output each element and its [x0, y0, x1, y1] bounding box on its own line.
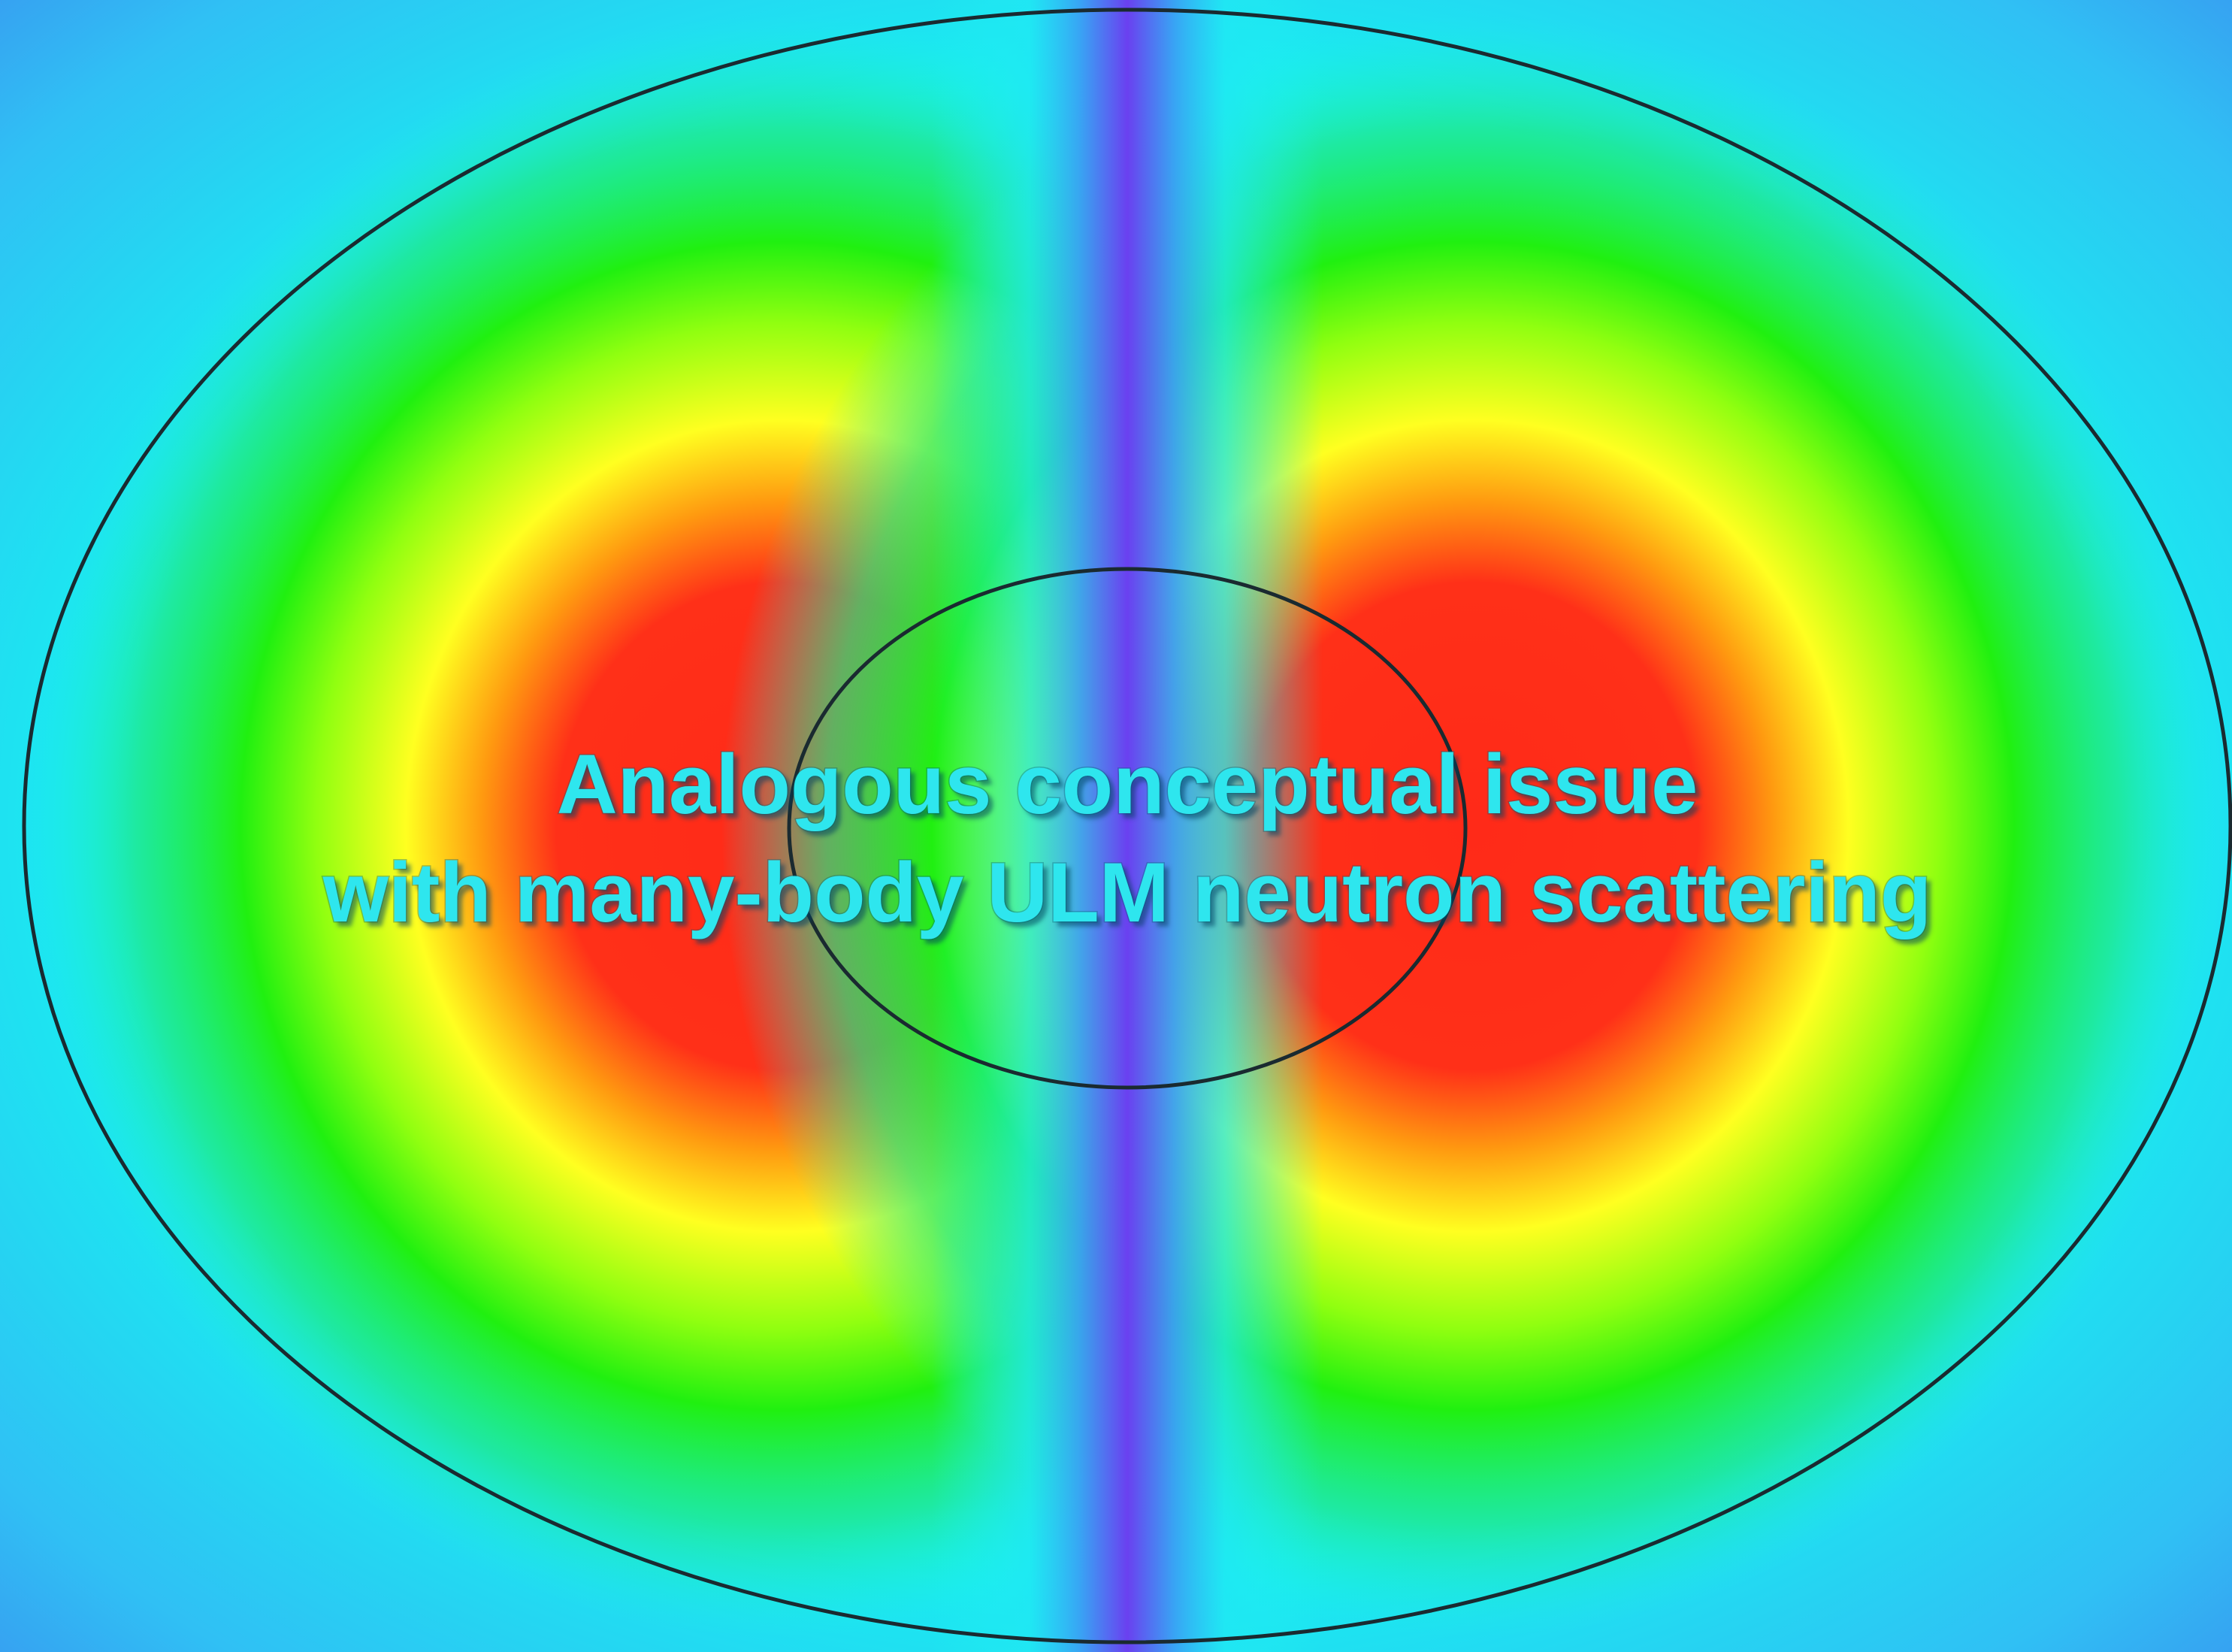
outer-ellipse — [22, 8, 2232, 1644]
slide-text-line: Analogous conceptual issue — [557, 737, 1698, 831]
slide-text-line: with many-body ULM neutron scattering — [322, 846, 1932, 939]
central-band — [932, 0, 1323, 1652]
inner-ellipse — [787, 567, 1468, 1090]
